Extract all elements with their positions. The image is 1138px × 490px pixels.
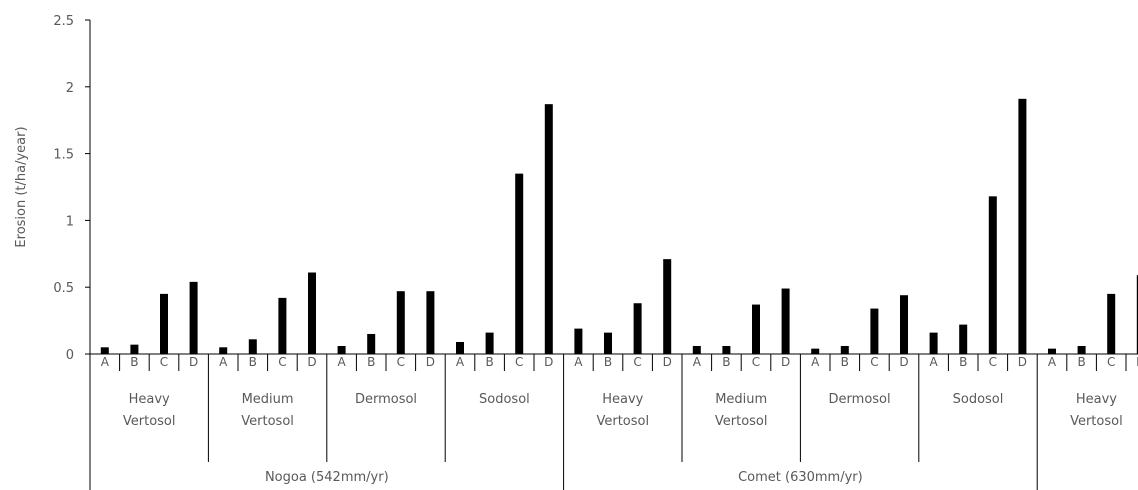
x-category-label: A: [929, 355, 938, 369]
x-category-label: C: [752, 355, 760, 369]
bar: [100, 347, 109, 354]
x-category-label: A: [811, 355, 820, 369]
soil-group-label: Heavy: [129, 392, 170, 407]
bar: [959, 324, 968, 354]
bar: [574, 328, 583, 354]
x-category-label: D: [307, 355, 316, 369]
x-category-label: B: [249, 355, 257, 369]
bar: [308, 272, 316, 354]
y-tick-label: 2.5: [53, 14, 74, 29]
x-category-label: D: [1018, 355, 1027, 369]
x-category-label: A: [337, 355, 346, 369]
x-category-label: B: [959, 355, 967, 369]
x-category-label: D: [544, 355, 553, 369]
bar: [900, 295, 908, 354]
x-category-label: B: [1077, 355, 1085, 369]
x-category-label: C: [515, 355, 523, 369]
x-category-label: A: [101, 355, 110, 369]
bar: [189, 281, 198, 354]
x-category-label: C: [160, 355, 168, 369]
bar: [456, 341, 464, 354]
x-category-label: D: [663, 355, 672, 369]
soil-group-label: Vertosol: [596, 414, 649, 429]
bar: [988, 196, 997, 354]
y-tick-label: 1.5: [53, 148, 74, 163]
bar: [337, 345, 346, 354]
bar: [1107, 293, 1116, 354]
x-category-label: C: [870, 355, 878, 369]
x-category-label: C: [397, 355, 405, 369]
y-axis-label: Erosion (t/ha/year): [14, 126, 29, 247]
bar: [663, 259, 672, 354]
bar: [692, 345, 701, 354]
x-category-label: D: [426, 355, 435, 369]
region-label: Comet (630mm/yr): [738, 470, 863, 485]
x-category-label: B: [485, 355, 493, 369]
soil-group-label: Vertosol: [1070, 414, 1123, 429]
y-tick-label: 2: [66, 81, 74, 96]
x-category-label: D: [189, 355, 198, 369]
y-tick-label: 1: [66, 214, 74, 229]
bar: [781, 288, 790, 354]
soil-group-label: Dermosol: [355, 392, 417, 407]
bar: [1048, 348, 1056, 354]
x-category-label: A: [219, 355, 228, 369]
x-category-label: A: [1048, 355, 1057, 369]
bar: [515, 173, 524, 354]
soil-group-label: Medium: [715, 392, 767, 407]
soil-group-label: Sodosol: [953, 392, 1004, 407]
bar: [130, 344, 139, 354]
x-category-label: C: [1107, 355, 1115, 369]
x-category-label: B: [604, 355, 612, 369]
x-category-label: D: [1136, 355, 1138, 369]
soil-group-label: Dermosol: [829, 392, 891, 407]
bar: [1077, 345, 1086, 354]
bar: [870, 308, 879, 354]
region-label: Nogoa (542mm/yr): [265, 470, 389, 485]
soil-group-label: Heavy: [1076, 392, 1117, 407]
x-category-label: A: [456, 355, 465, 369]
soil-group-label: Vertosol: [715, 414, 768, 429]
bar: [219, 347, 228, 354]
bar: [811, 348, 820, 354]
soil-group-label: Heavy: [602, 392, 643, 407]
x-category-label: D: [781, 355, 790, 369]
x-category-label: B: [130, 355, 138, 369]
x-category-label: C: [989, 355, 997, 369]
x-category-label: A: [693, 355, 702, 369]
soil-group-label: Medium: [242, 392, 294, 407]
x-category-label: B: [722, 355, 730, 369]
bar: [248, 339, 257, 354]
bar: [544, 104, 553, 354]
bar: [278, 297, 287, 354]
bar: [604, 332, 612, 354]
bar: [485, 332, 494, 354]
bar: [367, 333, 376, 354]
x-category-label: A: [574, 355, 583, 369]
y-tick-label: 0: [66, 348, 74, 363]
bar: [722, 345, 731, 354]
bar: [1018, 98, 1027, 354]
bar: [752, 304, 760, 354]
x-category-label: B: [367, 355, 375, 369]
x-category-label: C: [278, 355, 286, 369]
soil-group-label: Vertosol: [241, 414, 294, 429]
bar: [426, 291, 435, 354]
bar: [633, 303, 642, 354]
bar: [160, 293, 168, 354]
bar: [396, 291, 405, 354]
x-category-label: B: [841, 355, 849, 369]
y-tick-label: 0.5: [53, 281, 74, 296]
soil-group-label: Sodosol: [479, 392, 530, 407]
soil-group-label: Vertosol: [123, 414, 176, 429]
bar: [929, 332, 938, 354]
bar: [1136, 275, 1138, 354]
x-category-label: C: [633, 355, 641, 369]
x-category-label: D: [899, 355, 908, 369]
bar: [840, 345, 849, 354]
